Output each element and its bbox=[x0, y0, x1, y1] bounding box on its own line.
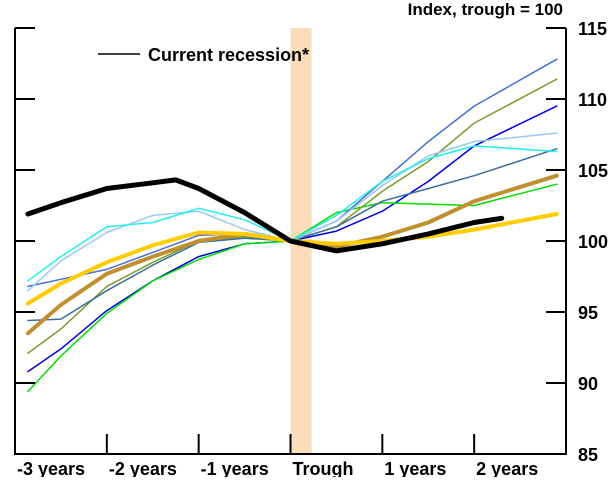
x-tick-label: Trough bbox=[293, 459, 354, 477]
x-tick-label: -3 years bbox=[17, 459, 85, 477]
series-line-1 bbox=[27, 183, 558, 393]
series-line-3 bbox=[27, 147, 558, 322]
x-tick-label: 1 years bbox=[384, 459, 446, 477]
series-line-6 bbox=[27, 145, 558, 282]
y-tick-label: 90 bbox=[578, 374, 598, 394]
y-tick-label: 95 bbox=[578, 303, 598, 323]
legend-label: Current recession* bbox=[148, 45, 309, 65]
series-current-recession bbox=[25, 177, 505, 254]
series-layer bbox=[25, 58, 559, 393]
y-tick-label: 105 bbox=[578, 161, 608, 181]
y-tick-label: 100 bbox=[578, 232, 608, 252]
x-tick-label: 2 years bbox=[476, 459, 538, 477]
y-tick-label: 85 bbox=[578, 445, 598, 465]
y-tick-label: 115 bbox=[578, 19, 607, 39]
x-tick-label: -1 years bbox=[201, 459, 269, 477]
axes: 85 90 95 100 105 110 115 -3 years -2 years -1 yea… bbox=[14, 19, 608, 479]
unit-label: Index, trough = 100 bbox=[408, 0, 563, 19]
series-line-8 bbox=[25, 212, 559, 306]
x-tick-label: -2 years bbox=[109, 459, 177, 477]
series-line-5 bbox=[27, 132, 558, 292]
y-tick-label: 110 bbox=[578, 90, 607, 110]
